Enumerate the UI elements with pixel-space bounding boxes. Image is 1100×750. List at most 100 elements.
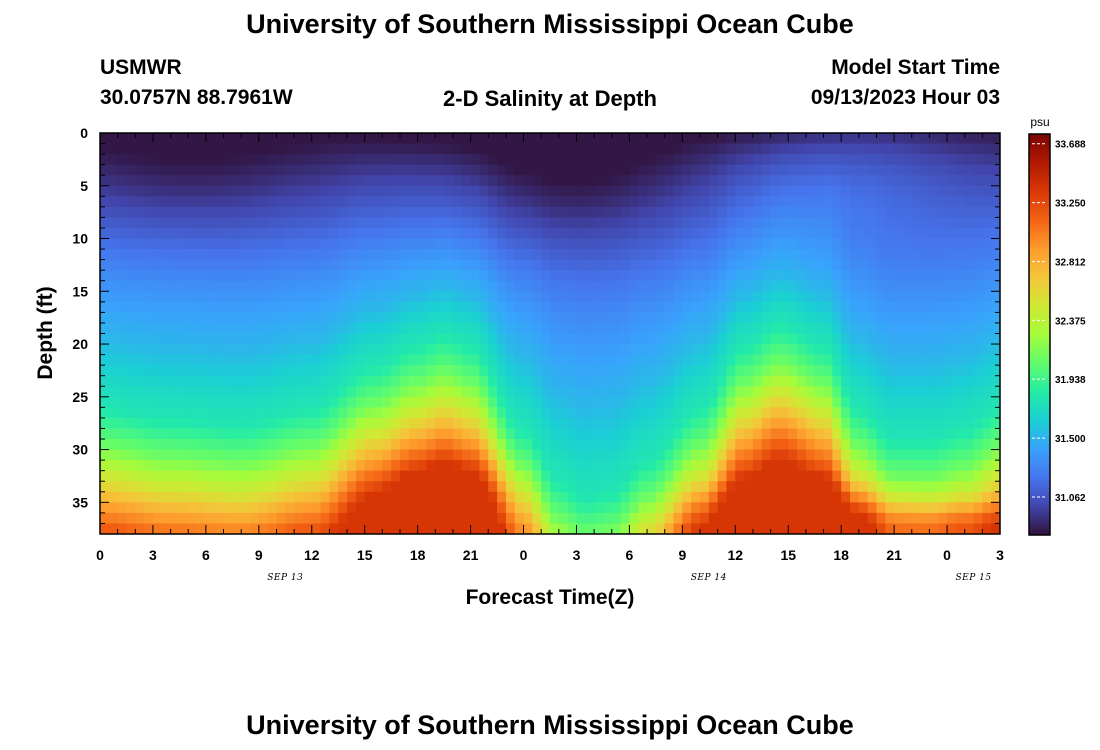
heatmap-cell xyxy=(329,354,339,366)
heatmap-cell xyxy=(691,259,701,271)
heatmap-cell xyxy=(100,396,110,408)
heatmap-cell xyxy=(682,185,692,197)
heatmap-cell xyxy=(294,206,304,219)
heatmap-cell xyxy=(814,175,825,187)
heatmap-cell xyxy=(294,344,304,356)
heatmap-cell xyxy=(541,354,551,366)
heatmap-cell xyxy=(832,259,842,271)
heatmap-cell xyxy=(717,175,728,187)
heatmap-cell xyxy=(355,164,366,176)
y-tick-label: 0 xyxy=(80,125,88,141)
heatmap-cell xyxy=(497,164,507,176)
heatmap-cell xyxy=(488,259,498,271)
heatmap-cell xyxy=(708,196,719,208)
heatmap-cell xyxy=(435,386,445,398)
heatmap-cell xyxy=(902,238,913,250)
date-label: SEP 14 xyxy=(691,573,727,583)
heatmap-cell xyxy=(488,439,498,451)
heatmap-cell xyxy=(620,396,631,408)
heatmap-cell xyxy=(250,396,260,408)
heatmap-cell xyxy=(885,312,895,324)
heatmap-cell xyxy=(179,291,189,303)
heatmap-cell xyxy=(814,512,825,525)
heatmap-cell xyxy=(902,365,913,377)
heatmap-cell xyxy=(426,470,436,482)
heatmap-cell xyxy=(664,375,675,387)
heatmap-cell xyxy=(735,227,745,240)
heatmap-cell xyxy=(576,481,586,493)
heatmap-cell xyxy=(391,301,401,313)
heatmap-cell xyxy=(858,417,869,430)
heatmap-cell xyxy=(250,185,260,197)
heatmap-cell xyxy=(955,175,966,187)
heatmap-cell xyxy=(894,354,904,366)
heatmap-cell xyxy=(823,270,833,282)
heatmap-cell xyxy=(558,259,569,271)
heatmap-cell xyxy=(188,407,198,419)
heatmap-cell xyxy=(444,439,454,451)
heatmap-cell xyxy=(426,354,436,366)
heatmap-cell xyxy=(232,133,242,145)
heatmap-cell xyxy=(620,523,631,534)
heatmap-cell xyxy=(841,502,851,514)
heatmap-cell xyxy=(752,227,763,240)
heatmap-cell xyxy=(920,164,931,176)
heatmap-cell xyxy=(858,280,869,292)
heatmap-cell xyxy=(311,439,322,451)
heatmap-cell xyxy=(691,322,701,335)
heatmap-cell xyxy=(267,143,278,155)
heatmap-cell xyxy=(655,396,666,408)
heatmap-cell xyxy=(938,312,948,324)
heatmap-cell xyxy=(911,502,922,514)
heatmap-cell xyxy=(682,512,692,525)
heatmap-cell xyxy=(708,396,719,408)
heatmap-cell xyxy=(638,396,648,408)
heatmap-cell xyxy=(867,238,878,250)
heatmap-cell xyxy=(329,175,339,187)
heatmap-cell xyxy=(497,185,507,197)
heatmap-cell xyxy=(258,481,269,493)
heatmap-cell xyxy=(461,280,472,292)
heatmap-cell xyxy=(285,407,295,419)
heatmap-cell xyxy=(276,502,286,514)
heatmap-cell xyxy=(955,270,966,282)
heatmap-cell xyxy=(673,133,683,145)
heatmap-cell xyxy=(144,407,154,419)
heatmap-cell xyxy=(655,470,666,482)
heatmap-cell xyxy=(611,154,622,166)
heatmap-cell xyxy=(620,280,631,292)
heatmap-cell xyxy=(532,270,542,282)
heatmap-cell xyxy=(638,301,648,313)
heatmap-cell xyxy=(100,238,110,250)
heatmap-cell xyxy=(426,428,436,440)
heatmap-cell xyxy=(602,154,613,166)
heatmap-cell xyxy=(541,365,551,377)
heatmap-cell xyxy=(576,417,586,430)
heatmap-cell xyxy=(894,270,904,282)
heatmap-cell xyxy=(505,322,516,335)
heatmap-cell xyxy=(267,133,278,145)
heatmap-cell xyxy=(850,154,860,166)
heatmap-cell xyxy=(408,428,419,440)
heatmap-cell xyxy=(982,143,992,155)
heatmap-cell xyxy=(505,386,516,398)
heatmap-cell xyxy=(276,481,286,493)
heatmap-cell xyxy=(514,133,525,145)
heatmap-cell xyxy=(858,386,869,398)
heatmap-cell xyxy=(973,154,983,166)
heatmap-cell xyxy=(700,407,710,419)
heatmap-cell xyxy=(797,491,807,503)
heatmap-cell xyxy=(523,280,533,292)
heatmap-cell xyxy=(664,396,675,408)
heatmap-cell xyxy=(929,449,939,461)
heatmap-cell xyxy=(126,523,136,534)
heatmap-cell xyxy=(867,164,878,176)
heatmap-cell xyxy=(947,217,957,229)
heatmap-cell xyxy=(197,460,207,472)
heatmap-cell xyxy=(805,196,816,208)
heatmap-cell xyxy=(267,365,278,377)
heatmap-cell xyxy=(355,227,366,240)
heatmap-cell xyxy=(673,502,683,514)
heatmap-cell xyxy=(417,154,428,166)
heatmap-cell xyxy=(964,175,975,187)
